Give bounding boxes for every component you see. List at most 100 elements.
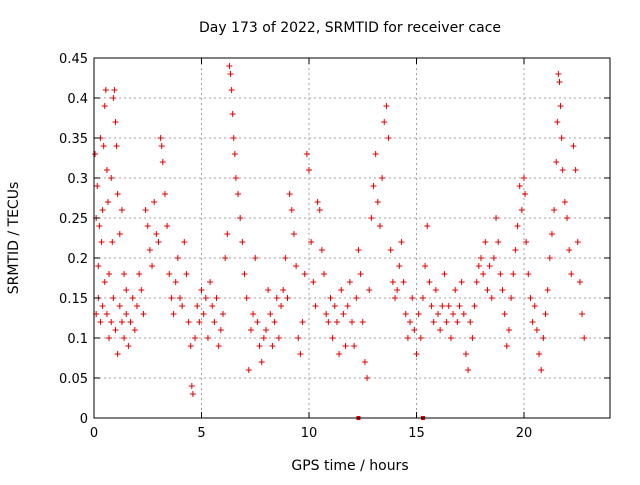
data-point	[113, 143, 120, 149]
data-point	[282, 255, 289, 261]
data-point	[189, 391, 196, 397]
data-point	[131, 327, 138, 333]
data-point	[123, 311, 130, 317]
data-point	[129, 295, 136, 301]
y-tick-label: 0.1	[67, 332, 88, 347]
data-point	[260, 335, 267, 341]
data-point	[121, 271, 128, 277]
data-point	[490, 255, 497, 261]
data-point	[581, 335, 588, 341]
data-point	[482, 239, 489, 245]
y-tick-label: 0.35	[59, 132, 88, 147]
x-tick-label: 5	[197, 426, 205, 441]
data-point	[215, 343, 222, 349]
data-point	[116, 303, 123, 309]
data-point	[546, 255, 553, 261]
data-point	[407, 319, 414, 325]
data-point	[338, 287, 345, 293]
data-point	[359, 319, 366, 325]
data-point	[473, 279, 480, 285]
data-point	[544, 287, 551, 293]
data-point	[556, 79, 563, 85]
data-point	[450, 311, 457, 317]
data-point	[231, 151, 238, 157]
data-point	[226, 63, 233, 69]
data-point	[271, 319, 278, 325]
data-point	[486, 263, 493, 269]
data-point	[437, 327, 444, 333]
data-point	[149, 263, 156, 269]
data-point	[118, 207, 125, 213]
data-point	[301, 271, 308, 277]
data-point	[213, 295, 220, 301]
data-point	[404, 335, 411, 341]
data-point	[308, 239, 315, 245]
data-point	[484, 287, 491, 293]
data-point	[99, 207, 106, 213]
data-point	[134, 303, 140, 309]
data-point	[185, 319, 192, 325]
data-point	[114, 191, 121, 197]
data-point	[293, 263, 300, 269]
data-point	[389, 279, 396, 285]
data-point	[194, 303, 201, 309]
data-point	[422, 263, 429, 269]
data-point	[454, 319, 461, 325]
data-point	[142, 207, 149, 213]
data-point	[493, 215, 500, 221]
data-point	[542, 311, 549, 317]
data-point	[312, 303, 319, 309]
data-point	[533, 327, 540, 333]
data-point	[441, 271, 448, 277]
data-point	[355, 247, 362, 253]
data-point	[452, 287, 459, 293]
data-point	[566, 247, 573, 253]
data-point	[101, 103, 108, 109]
data-point	[151, 199, 158, 205]
data-point	[518, 207, 525, 213]
data-point	[522, 191, 529, 197]
data-point	[368, 215, 375, 221]
data-point	[256, 343, 263, 349]
data-point	[426, 279, 433, 285]
data-point	[188, 383, 195, 389]
data-point	[462, 351, 469, 357]
data-point	[239, 239, 246, 245]
data-point	[109, 239, 116, 245]
data-point	[267, 311, 274, 317]
data-point	[402, 311, 409, 317]
data-point	[187, 343, 194, 349]
data-point	[252, 255, 259, 261]
data-point	[516, 183, 523, 189]
data-point	[202, 295, 209, 301]
data-point	[568, 271, 575, 277]
data-point	[155, 239, 162, 245]
data-point	[200, 311, 207, 317]
data-point	[561, 199, 568, 205]
data-point	[331, 303, 338, 309]
data-point	[123, 287, 130, 293]
data-point	[497, 271, 504, 277]
data-point	[100, 143, 107, 149]
x-tick-label: 0	[90, 426, 98, 441]
data-point	[480, 271, 487, 277]
data-point	[460, 311, 467, 317]
data-point	[136, 271, 143, 277]
data-point	[168, 295, 175, 301]
data-point	[172, 279, 179, 285]
data-point	[177, 295, 183, 301]
data-point	[99, 303, 106, 309]
data-point	[505, 327, 512, 333]
data-point	[222, 255, 229, 261]
data-point	[564, 215, 570, 221]
data-point	[340, 311, 347, 317]
data-point	[551, 207, 558, 213]
data-point	[161, 191, 168, 197]
data-point	[116, 231, 123, 237]
data-point	[529, 319, 536, 325]
data-point	[204, 335, 211, 341]
data-point	[227, 71, 234, 77]
data-point	[346, 279, 353, 285]
y-axis-ticks: 0 0.05 0.1 0.15 0.2 0.25 0.3 0.35 0.4 0.45	[59, 52, 610, 427]
